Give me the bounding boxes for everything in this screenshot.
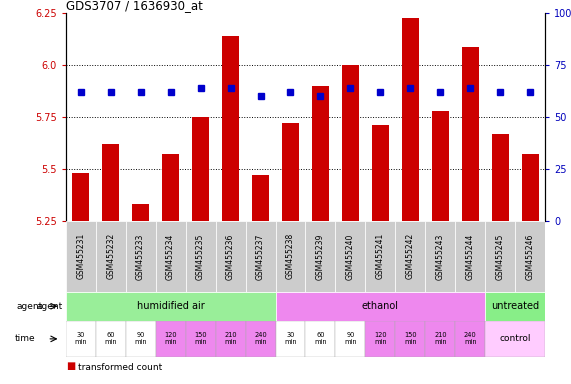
Text: GDS3707 / 1636930_at: GDS3707 / 1636930_at	[66, 0, 203, 12]
Text: 60
min: 60 min	[314, 333, 327, 345]
Bar	[305, 221, 335, 292]
Text: 210
min: 210 min	[434, 333, 447, 345]
Bar	[402, 18, 419, 221]
Bar	[192, 117, 209, 221]
Bar	[282, 123, 299, 221]
Text: time: time	[15, 334, 35, 343]
Bar	[275, 221, 305, 292]
Bar	[365, 321, 395, 357]
Text: control: control	[500, 334, 531, 343]
Text: 120
min: 120 min	[374, 333, 387, 345]
Bar	[66, 292, 275, 321]
Bar	[216, 321, 246, 357]
Bar	[66, 321, 96, 357]
Text: GSM455245: GSM455245	[496, 233, 505, 280]
Bar	[126, 221, 155, 292]
Text: 150
min: 150 min	[194, 333, 207, 345]
Text: 150
min: 150 min	[404, 333, 417, 345]
Text: ethanol: ethanol	[362, 301, 399, 311]
Bar	[102, 144, 119, 221]
Text: GSM455236: GSM455236	[226, 233, 235, 280]
Bar	[73, 173, 89, 221]
Text: GSM455232: GSM455232	[106, 233, 115, 280]
Bar	[246, 221, 275, 292]
Text: GSM455235: GSM455235	[196, 233, 205, 280]
Text: GSM455240: GSM455240	[346, 233, 355, 280]
Bar	[155, 321, 186, 357]
Text: agent: agent	[17, 302, 43, 311]
Text: GSM455233: GSM455233	[136, 233, 145, 280]
Bar	[132, 204, 149, 221]
Text: 90
min: 90 min	[134, 333, 147, 345]
Bar	[365, 221, 395, 292]
Text: 30
min: 30 min	[284, 333, 297, 345]
Bar	[66, 221, 96, 292]
Bar	[96, 321, 126, 357]
Bar	[455, 321, 485, 357]
Text: ■: ■	[66, 361, 75, 371]
Bar	[162, 154, 179, 221]
Bar	[222, 36, 239, 221]
Text: untreated: untreated	[491, 301, 540, 311]
Bar	[485, 221, 515, 292]
Text: 240
min: 240 min	[254, 333, 267, 345]
Text: humidified air: humidified air	[136, 301, 204, 311]
Text: transformed count: transformed count	[78, 363, 163, 372]
Text: 60
min: 60 min	[104, 333, 117, 345]
Bar	[186, 321, 215, 357]
Bar	[215, 221, 246, 292]
Bar	[155, 221, 186, 292]
Bar	[455, 221, 485, 292]
Bar	[395, 221, 425, 292]
Bar	[522, 154, 538, 221]
Bar	[485, 292, 545, 321]
Text: 30
min: 30 min	[74, 333, 87, 345]
Text: agent: agent	[37, 302, 63, 311]
Bar	[275, 321, 305, 357]
Text: GSM455231: GSM455231	[76, 233, 85, 280]
Bar	[425, 321, 456, 357]
Bar	[485, 321, 545, 357]
Bar	[342, 65, 359, 221]
Bar	[312, 86, 329, 221]
Text: 210
min: 210 min	[224, 333, 237, 345]
Bar	[492, 134, 509, 221]
Text: GSM455246: GSM455246	[526, 233, 535, 280]
Text: GSM455242: GSM455242	[406, 233, 415, 280]
Bar	[395, 321, 425, 357]
Text: GSM455238: GSM455238	[286, 233, 295, 280]
Text: 240
min: 240 min	[464, 333, 477, 345]
Bar	[96, 221, 126, 292]
Bar	[335, 221, 365, 292]
Bar	[462, 46, 478, 221]
Bar	[515, 221, 545, 292]
Bar	[275, 292, 485, 321]
Text: GSM455237: GSM455237	[256, 233, 265, 280]
Text: GSM455234: GSM455234	[166, 233, 175, 280]
Text: 90
min: 90 min	[344, 333, 357, 345]
Bar	[305, 321, 335, 357]
Text: GSM455241: GSM455241	[376, 233, 385, 280]
Bar	[246, 321, 275, 357]
Bar	[425, 221, 455, 292]
Bar	[372, 126, 389, 221]
Bar	[186, 221, 215, 292]
Text: GSM455239: GSM455239	[316, 233, 325, 280]
Text: GSM455244: GSM455244	[466, 233, 475, 280]
Bar	[335, 321, 365, 357]
Bar	[252, 175, 269, 221]
Bar	[126, 321, 155, 357]
Text: 120
min: 120 min	[164, 333, 177, 345]
Text: GSM455243: GSM455243	[436, 233, 445, 280]
Bar	[432, 111, 449, 221]
